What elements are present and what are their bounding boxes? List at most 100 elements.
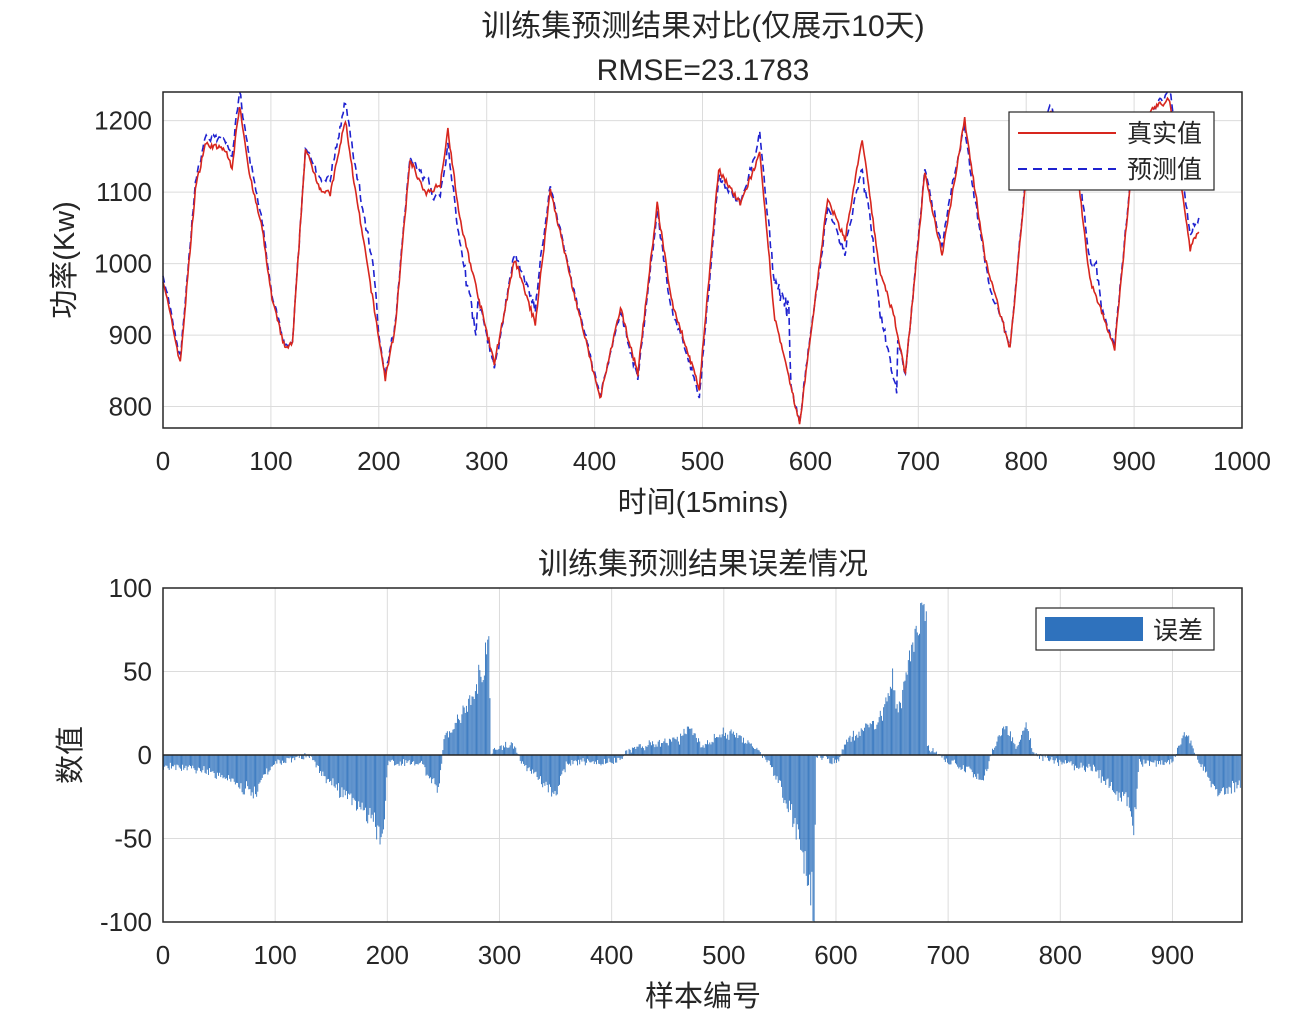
- error-bar: [1132, 755, 1134, 826]
- error-bar: [651, 745, 652, 755]
- error-bar: [579, 755, 581, 765]
- error-bar: [402, 755, 403, 764]
- error-bar: [243, 755, 245, 795]
- error-bar: [882, 720, 883, 755]
- error-bar: [1227, 755, 1229, 794]
- error-bar: [1087, 755, 1089, 768]
- error-bar: [932, 748, 934, 755]
- error-bar: [841, 749, 843, 755]
- error-bar: [1062, 755, 1064, 763]
- error-bar: [1238, 755, 1240, 781]
- error-bar: [1122, 755, 1123, 792]
- error-bar: [344, 755, 346, 796]
- error-bar: [550, 755, 551, 787]
- error-bar: [403, 755, 405, 760]
- error-bar: [979, 755, 981, 780]
- error-bar: [714, 738, 716, 755]
- error-bar: [479, 670, 481, 755]
- error-bar: [298, 755, 300, 758]
- error-bar: [270, 755, 272, 767]
- error-bar: [998, 735, 1000, 755]
- error-bar: [431, 755, 433, 784]
- error-bar: [903, 681, 905, 755]
- error-bar: [359, 755, 361, 808]
- error-bar: [600, 755, 602, 766]
- error-bar: [304, 753, 306, 755]
- error-bar: [949, 755, 951, 765]
- error-bar: [412, 755, 414, 762]
- error-bar: [267, 755, 269, 775]
- error-bar: [1114, 755, 1116, 794]
- error-bar: [961, 755, 963, 769]
- error-bar: [288, 755, 290, 759]
- x-tick-label: 200: [357, 446, 400, 476]
- error-bar: [197, 755, 199, 768]
- error-bar: [293, 755, 295, 758]
- error-bar: [312, 755, 314, 761]
- error-bar: [1166, 755, 1168, 762]
- error-bar: [340, 755, 342, 797]
- error-bar: [677, 741, 679, 755]
- error-bar: [988, 755, 990, 762]
- error-bar: [268, 755, 270, 772]
- error-bar: [1149, 755, 1150, 766]
- error-bar: [946, 755, 947, 759]
- error-bar: [1052, 755, 1054, 761]
- error-bar: [675, 739, 677, 755]
- error-bar: [721, 734, 723, 755]
- error-bar: [186, 755, 188, 771]
- error-bar: [369, 755, 371, 808]
- error-bar: [827, 755, 829, 759]
- x-tick-label: 400: [590, 940, 633, 970]
- error-bar: [253, 755, 255, 787]
- error-bar: [673, 737, 675, 755]
- error-bar: [804, 755, 806, 852]
- error-bar: [472, 696, 474, 755]
- error-bar: [454, 722, 456, 755]
- y-tick-label: 1000: [94, 249, 152, 279]
- error-bar: [950, 755, 952, 765]
- error-bar: [1232, 755, 1233, 781]
- error-bar: [813, 755, 815, 922]
- error-bar: [634, 746, 636, 755]
- error-bar: [496, 749, 498, 755]
- error-bar: [638, 744, 640, 755]
- error-bar: [930, 752, 932, 755]
- error-bar: [630, 752, 632, 755]
- error-bar: [731, 733, 733, 755]
- error-bar: [1200, 755, 1202, 768]
- error-bar: [522, 755, 523, 762]
- error-bar: [413, 755, 415, 762]
- error-bar: [861, 729, 863, 755]
- y-tick-label: 0: [138, 740, 152, 770]
- error-bar: [758, 750, 760, 755]
- error-bar: [1237, 755, 1239, 785]
- error-bar: [614, 755, 615, 758]
- error-bar: [1154, 755, 1156, 761]
- error-bar: [1081, 755, 1083, 768]
- error-bar: [888, 696, 890, 755]
- error-bar: [423, 755, 425, 765]
- error-bar: [920, 603, 922, 755]
- error-bar: [477, 693, 479, 755]
- error-bar: [468, 698, 470, 755]
- error-bar: [524, 755, 526, 766]
- error-bar: [362, 755, 364, 811]
- error-bar: [239, 755, 241, 789]
- error-bar: [495, 749, 497, 755]
- error-bar: [416, 755, 418, 764]
- error-bar: [568, 755, 569, 765]
- error-bar: [821, 755, 823, 760]
- error-bar: [1013, 742, 1015, 755]
- error-bar: [801, 755, 803, 851]
- error-bar: [831, 755, 833, 765]
- error-bar: [481, 682, 483, 755]
- error-bar: [1165, 755, 1167, 764]
- error-bar: [625, 750, 627, 755]
- error-bar: [636, 746, 638, 755]
- error-bar: [350, 755, 352, 794]
- error-bar: [581, 755, 583, 762]
- error-bar: [1096, 755, 1098, 772]
- error-bar: [315, 755, 317, 768]
- error-bar: [1008, 735, 1010, 755]
